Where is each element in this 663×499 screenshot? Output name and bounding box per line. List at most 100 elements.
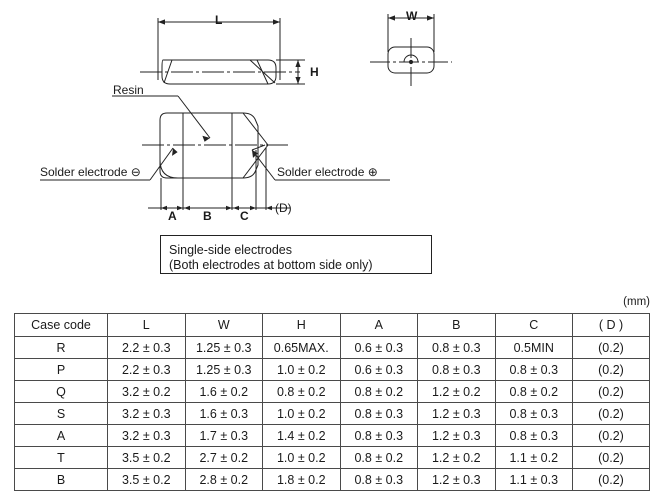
cell-a: 0.6 ± 0.3 — [339, 358, 418, 381]
cell-case-code: Q — [14, 380, 108, 403]
cell-a: 0.8 ± 0.2 — [339, 380, 418, 403]
cell-w: 1.25 ± 0.3 — [184, 336, 263, 359]
table-row: Q 3.2 ± 0.2 1.6 ± 0.2 0.8 ± 0.2 0.8 ± 0.… — [14, 380, 650, 403]
label-solder-electrode-negative: Solder electrode ⊖ — [40, 165, 141, 179]
cell-h: 1.0 ± 0.2 — [262, 446, 341, 469]
cell-w: 2.8 ± 0.2 — [184, 468, 263, 491]
table-header: Case code L W H A B C ( D ) — [14, 313, 650, 337]
label-dim-b: B — [203, 209, 212, 223]
note-line-1: Single-side electrodes — [169, 243, 292, 257]
cell-case-code: P — [14, 358, 108, 381]
column-header-h: H — [262, 313, 341, 337]
label-height: H — [310, 65, 319, 79]
table-row: P 2.2 ± 0.3 1.25 ± 0.3 1.0 ± 0.2 0.6 ± 0… — [14, 358, 650, 381]
cell-h: 1.8 ± 0.2 — [262, 468, 341, 491]
cell-b: 1.2 ± 0.2 — [417, 446, 496, 469]
dimension-drawing-svg — [40, 14, 452, 211]
cell-c: 0.8 ± 0.3 — [494, 358, 573, 381]
cell-b: 1.2 ± 0.3 — [417, 424, 496, 447]
table-body: R 2.2 ± 0.3 1.25 ± 0.3 0.65MAX. 0.6 ± 0.… — [14, 336, 650, 491]
cell-l: 3.2 ± 0.2 — [107, 380, 186, 403]
cell-w: 1.6 ± 0.2 — [184, 380, 263, 403]
cell-h: 1.4 ± 0.2 — [262, 424, 341, 447]
column-header-a: A — [339, 313, 418, 337]
cell-a: 0.8 ± 0.3 — [339, 468, 418, 491]
note-line-2: (Both electrodes at bottom side only) — [169, 258, 373, 272]
cell-c: 1.1 ± 0.2 — [494, 446, 573, 469]
case-dimensions-table: Case code L W H A B C ( D ) R 2.2 ± 0.3 … — [14, 313, 650, 491]
arrow-a-right — [177, 205, 183, 211]
cell-d: (0.2) — [572, 446, 650, 469]
enlarged-corner-round-left — [159, 159, 179, 179]
leader-line-electrode-neg — [149, 147, 174, 181]
label-dim-d: (D) — [275, 201, 292, 215]
arrow-h-top — [295, 60, 301, 67]
arrow-electrode-neg — [172, 148, 178, 156]
label-resin: Resin — [113, 83, 144, 97]
table-row: S 3.2 ± 0.3 1.6 ± 0.3 1.0 ± 0.2 0.8 ± 0.… — [14, 402, 650, 425]
cell-b: 1.2 ± 0.3 — [417, 402, 496, 425]
component-drawing-area: L W H A B C (D) Resin Solder electrode ⊖… — [40, 9, 452, 274]
cell-case-code: S — [14, 402, 108, 425]
single-side-electrodes-note: Single-side electrodes (Both electrodes … — [160, 235, 432, 274]
table-row: T 3.5 ± 0.2 2.7 ± 0.2 1.0 ± 0.2 0.8 ± 0.… — [14, 446, 650, 469]
leader-line-resin — [177, 95, 211, 139]
cell-h: 0.8 ± 0.2 — [262, 380, 341, 403]
cell-l: 2.2 ± 0.3 — [107, 336, 186, 359]
cell-a: 0.8 ± 0.3 — [339, 424, 418, 447]
cell-w: 1.6 ± 0.3 — [184, 402, 263, 425]
label-width: W — [406, 9, 418, 23]
cell-d: (0.2) — [572, 358, 650, 381]
arrow-h-bottom — [295, 77, 301, 84]
arrow-b-right — [226, 205, 232, 211]
cell-b: 0.8 ± 0.3 — [417, 358, 496, 381]
chip-side-bevel-right-inner — [256, 59, 269, 85]
cell-b: 0.8 ± 0.3 — [417, 336, 496, 359]
arrow-c-right — [250, 205, 256, 211]
cell-l: 3.5 ± 0.2 — [107, 446, 186, 469]
cell-case-code: A — [14, 424, 108, 447]
cell-l: 3.5 ± 0.2 — [107, 468, 186, 491]
cell-h: 1.0 ± 0.2 — [262, 358, 341, 381]
cell-h: 1.0 ± 0.2 — [262, 402, 341, 425]
label-dim-c: C — [240, 209, 249, 223]
cell-a: 0.8 ± 0.2 — [339, 446, 418, 469]
column-header-case-code: Case code — [14, 313, 108, 337]
arrow-b-left — [184, 205, 190, 211]
column-header-c: C — [494, 313, 573, 337]
label-dim-a: A — [168, 209, 177, 223]
cell-case-code: R — [14, 336, 108, 359]
cell-c: 1.1 ± 0.3 — [494, 468, 573, 491]
cell-b: 1.2 ± 0.3 — [417, 468, 496, 491]
units-label: (mm) — [623, 296, 650, 308]
cell-b: 1.2 ± 0.2 — [417, 380, 496, 403]
cell-d: (0.2) — [572, 336, 650, 359]
leader-line-electrode-pos-tip — [251, 144, 266, 151]
table-row: A 3.2 ± 0.3 1.7 ± 0.3 1.4 ± 0.2 0.8 ± 0.… — [14, 424, 650, 447]
cell-a: 0.8 ± 0.3 — [339, 402, 418, 425]
arrow-electrode-pos — [252, 150, 258, 158]
table-row: B 3.5 ± 0.2 2.8 ± 0.2 1.8 ± 0.2 0.8 ± 0.… — [14, 468, 650, 491]
table-row: R 2.2 ± 0.3 1.25 ± 0.3 0.65MAX. 0.6 ± 0.… — [14, 336, 650, 359]
cell-l: 3.2 ± 0.3 — [107, 402, 186, 425]
arrow-a-left — [161, 205, 167, 211]
cell-h: 0.65MAX. — [262, 336, 341, 359]
cell-a: 0.6 ± 0.3 — [339, 336, 418, 359]
cell-d: (0.2) — [572, 468, 650, 491]
cell-l: 2.2 ± 0.3 — [107, 358, 186, 381]
cell-case-code: B — [14, 468, 108, 491]
cell-case-code: T — [14, 446, 108, 469]
arrow-l-left — [158, 19, 165, 25]
cell-c: 0.8 ± 0.3 — [494, 424, 573, 447]
cell-w: 1.7 ± 0.3 — [184, 424, 263, 447]
arrow-w-right — [427, 15, 434, 21]
cell-d: (0.2) — [572, 424, 650, 447]
label-solder-electrode-positive: Solder electrode ⊕ — [277, 165, 378, 179]
cell-d: (0.2) — [572, 402, 650, 425]
cell-c: 0.8 ± 0.2 — [494, 380, 573, 403]
arrow-l-right — [273, 19, 280, 25]
table-header-row: Case code L W H A B C ( D ) — [14, 313, 650, 337]
cell-l: 3.2 ± 0.3 — [107, 424, 186, 447]
column-header-w: W — [184, 313, 263, 337]
enlarged-bevel-upper — [242, 112, 269, 146]
